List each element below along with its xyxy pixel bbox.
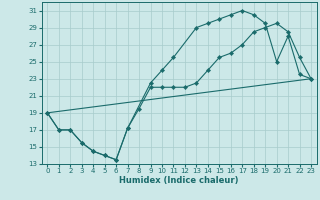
X-axis label: Humidex (Indice chaleur): Humidex (Indice chaleur) [119, 176, 239, 185]
